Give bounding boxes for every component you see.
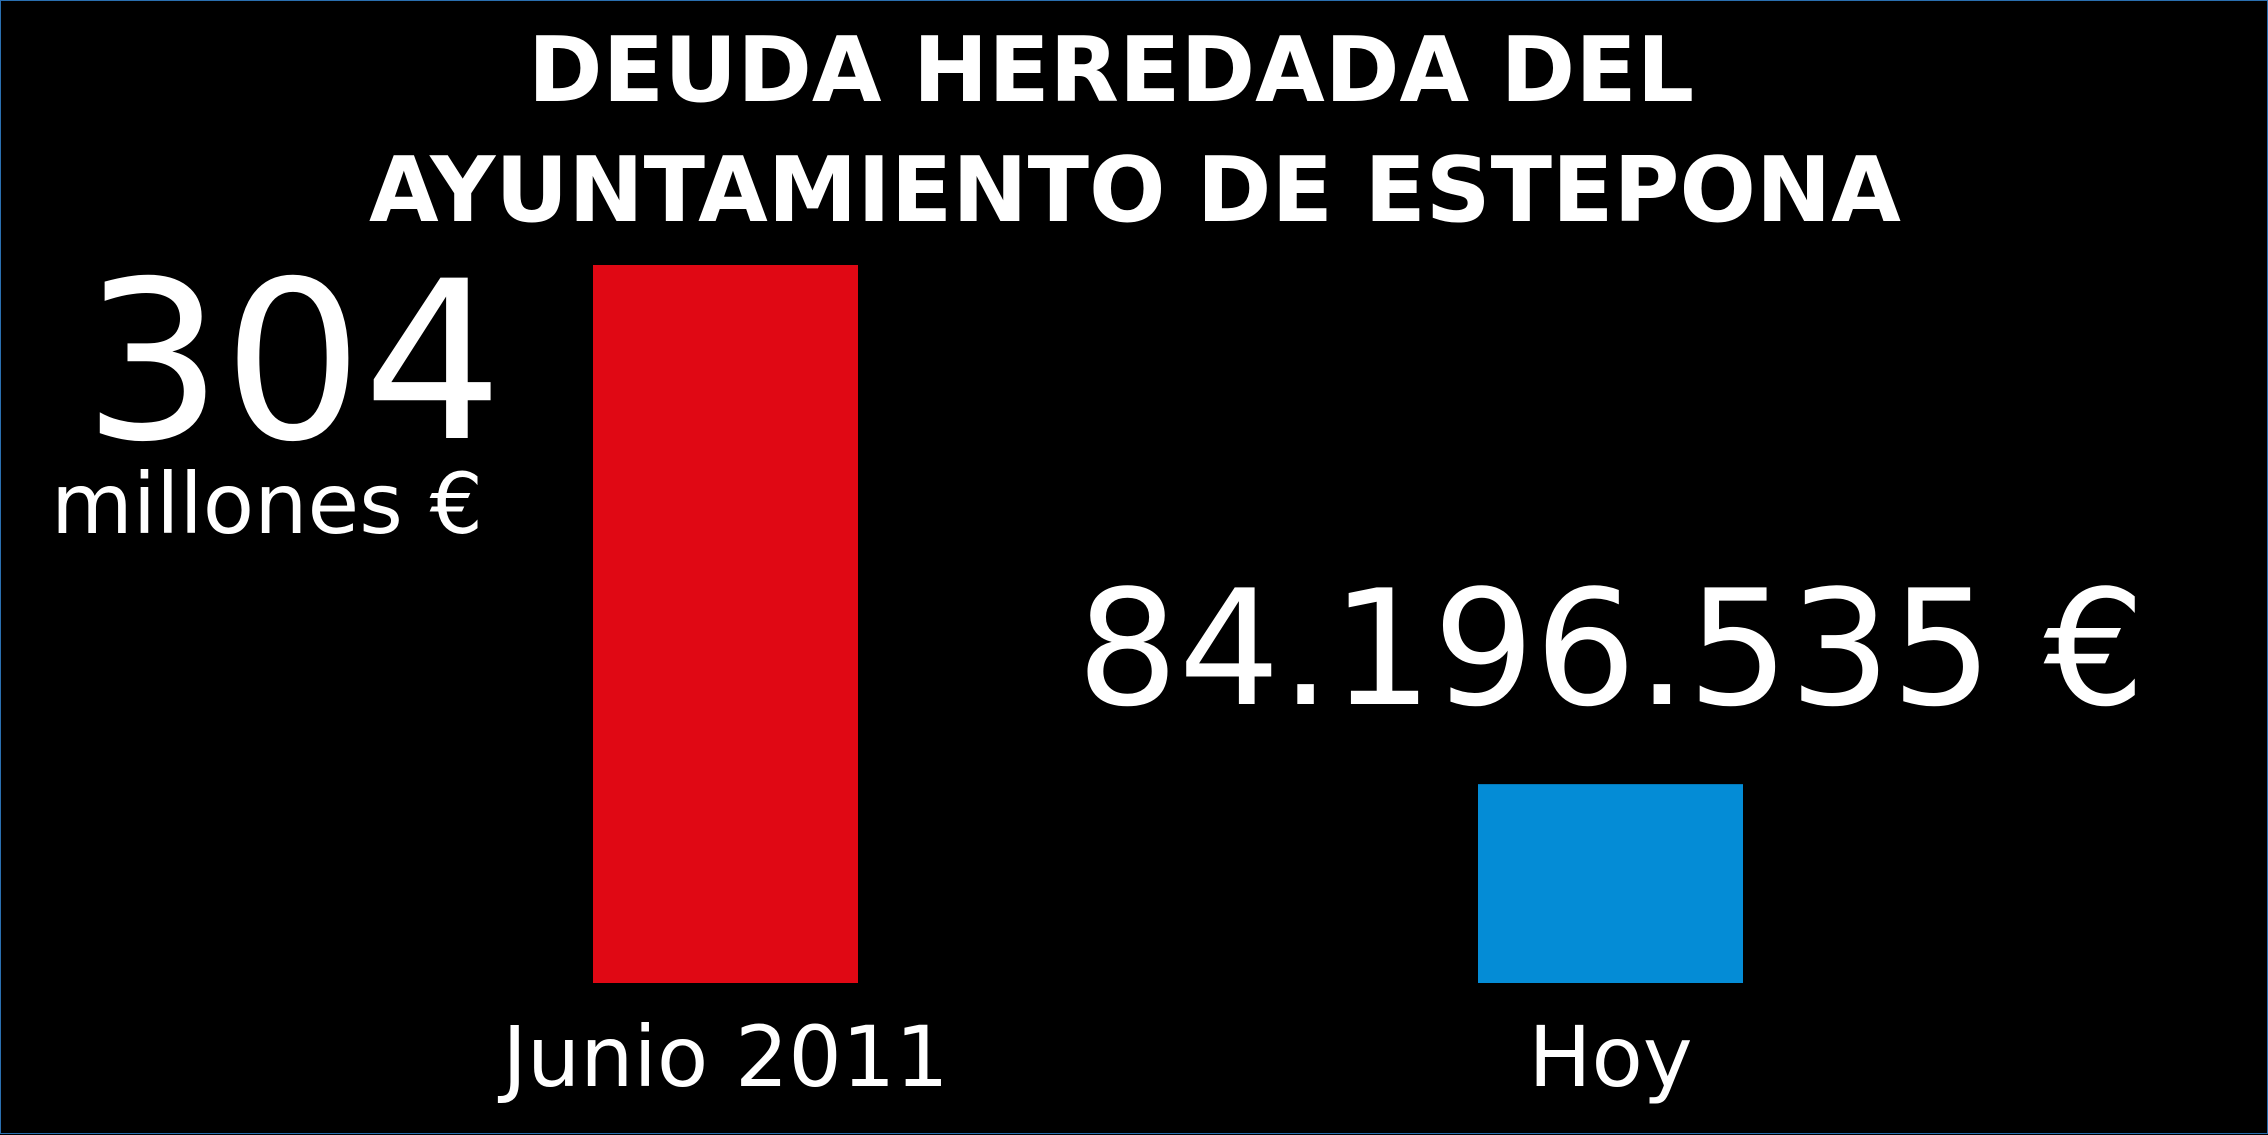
category-label: Hoy <box>1528 1008 1692 1106</box>
chart-title-line-2: AYUNTAMIENTO DE ESTEPONA <box>369 138 1901 243</box>
chart-title-line-1: DEUDA HEREDADA DEL <box>528 18 1694 123</box>
value-label: 84.196.535 € <box>1077 555 2146 742</box>
bars-layer <box>593 265 1743 983</box>
bar-hoy <box>1478 784 1743 983</box>
category-label: Junio 2011 <box>497 1008 948 1106</box>
value-unit-label: millones € <box>51 455 483 553</box>
value-label: 304 <box>83 234 503 490</box>
bar-junio-2011 <box>593 265 858 983</box>
